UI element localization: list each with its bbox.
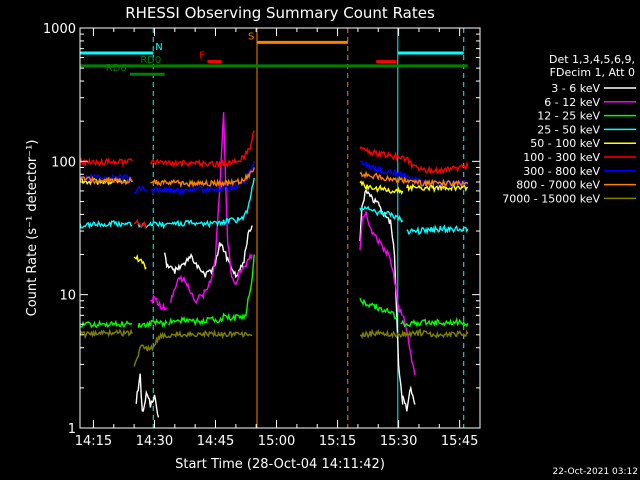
series-line bbox=[133, 328, 253, 367]
series-line bbox=[359, 145, 469, 175]
series-line bbox=[80, 157, 133, 168]
legend-entry-label: 300 - 800 keV bbox=[523, 165, 600, 178]
series-line bbox=[149, 130, 255, 169]
plot-frame bbox=[79, 27, 481, 429]
series-line bbox=[133, 218, 147, 231]
legend-entry-label: 800 - 7000 keV bbox=[516, 179, 600, 192]
series-line bbox=[80, 175, 133, 186]
x-tick-label: 14:45 bbox=[197, 434, 234, 449]
legend-entry-label: 7000 - 15000 keV bbox=[502, 192, 600, 205]
y-tick-label: 10 bbox=[59, 289, 76, 304]
series-line bbox=[402, 315, 416, 376]
series-line bbox=[359, 205, 404, 223]
state-bar-label: S bbox=[248, 31, 254, 42]
series-line bbox=[137, 318, 168, 329]
legend-entry-label: 25 - 50 keV bbox=[537, 123, 600, 136]
x-tick-label: 15:30 bbox=[380, 434, 417, 449]
series-line bbox=[359, 160, 469, 188]
legend-entry-label: 50 - 100 keV bbox=[530, 137, 600, 150]
state-bar-label: RD0 bbox=[140, 55, 161, 66]
chart-title: RHESSI Observing Summary Count Rates bbox=[125, 4, 435, 22]
series-line bbox=[359, 211, 403, 316]
legend-entry-label: 3 - 6 keV bbox=[551, 82, 600, 95]
state-bar-label: RD6 bbox=[106, 63, 127, 74]
y-tick-label: 1000 bbox=[43, 22, 76, 37]
series-layer bbox=[80, 112, 469, 418]
axes-layer: 1 10 100 1000 14:15 14:30 14:45 15:00 15:15 15:30… bbox=[43, 22, 481, 449]
series-line bbox=[135, 373, 160, 418]
series-line bbox=[168, 254, 255, 327]
legend: Det 1,3,4,5,6,9,FDecim 1, Att 0 3 - 6 keV… bbox=[502, 53, 636, 205]
series-line bbox=[150, 167, 255, 189]
series-line bbox=[400, 316, 469, 328]
legend-header: FDecim 1, Att 0 bbox=[550, 66, 635, 79]
legend-entry-label: 6 - 12 keV bbox=[544, 96, 600, 109]
series-line bbox=[406, 224, 469, 236]
series-line bbox=[359, 328, 469, 340]
series-line bbox=[150, 293, 168, 311]
legend-entry-label: 100 - 300 keV bbox=[523, 151, 600, 164]
series-line bbox=[170, 112, 253, 305]
x-tick-label: 14:30 bbox=[136, 434, 173, 449]
series-line bbox=[402, 385, 416, 412]
state-bar-label: F bbox=[199, 51, 205, 62]
x-tick-label: 15:45 bbox=[441, 434, 478, 449]
series-line bbox=[80, 219, 133, 230]
x-tick-label: 15:15 bbox=[319, 434, 356, 449]
series-line bbox=[133, 185, 147, 195]
series-line bbox=[80, 319, 133, 329]
y-axis-label: Count Rate (s⁻¹ detector⁻¹) bbox=[25, 140, 40, 317]
y-tick-label: 100 bbox=[51, 155, 76, 170]
series-line bbox=[80, 328, 133, 340]
legend-entry-label: 12 - 25 keV bbox=[537, 110, 600, 123]
series-line bbox=[80, 172, 133, 184]
series-line bbox=[163, 225, 253, 279]
x-axis-label: Start Time (28-Oct-04 14:11:42) bbox=[175, 457, 385, 472]
y-tick-label: 1 bbox=[68, 422, 76, 437]
x-tick-label: 14:15 bbox=[75, 434, 112, 449]
series-line bbox=[137, 177, 255, 230]
series-line bbox=[359, 170, 469, 188]
series-line bbox=[359, 297, 398, 320]
series-line bbox=[133, 253, 147, 271]
series-line bbox=[150, 161, 255, 197]
state-bar-label: N bbox=[155, 42, 162, 53]
footer-timestamp: 22-Oct-2021 03:12 bbox=[553, 467, 638, 477]
series-line bbox=[359, 180, 404, 195]
x-tick-label: 15:00 bbox=[258, 434, 295, 449]
legend-header: Det 1,3,4,5,6,9, bbox=[549, 53, 635, 66]
